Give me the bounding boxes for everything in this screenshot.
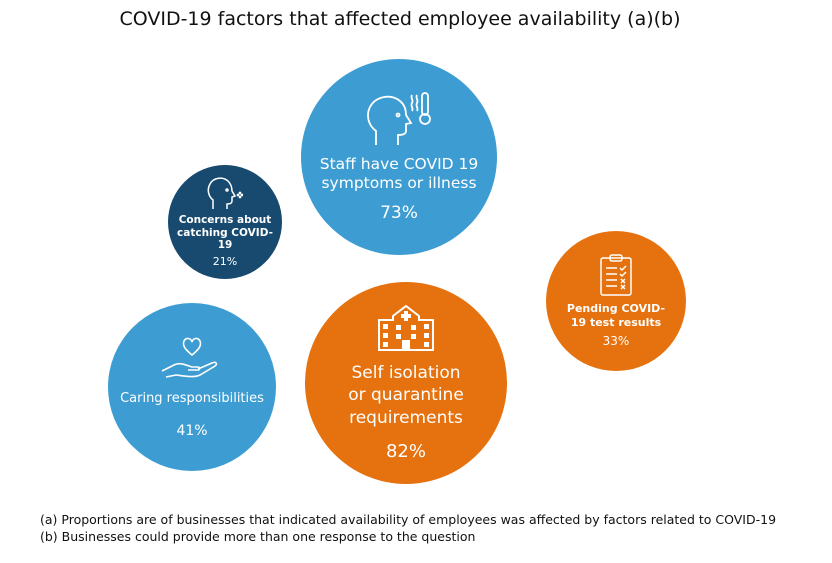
hand-heart-icon xyxy=(161,337,218,378)
bubble-value: 41% xyxy=(176,422,208,439)
bubble-label: Caring responsibilities xyxy=(120,391,264,407)
bubble-value: 21% xyxy=(212,254,238,268)
bubble-concerns-catching: Concerns about catching COVID-19 21% xyxy=(168,165,282,279)
bubble-self-isolation: Self isolation or quarantine requirement… xyxy=(305,282,507,484)
bubble-label: Staff have COVID 19 symptoms or illness xyxy=(319,155,479,192)
footnote-a: (a) Proportions are of businesses that i… xyxy=(40,512,777,527)
bubble-value: 73% xyxy=(380,202,418,223)
head-thermometer-icon xyxy=(367,92,431,146)
chart-title: COVID-19 factors that affected employee … xyxy=(119,8,681,30)
bubble-label: Pending COVID-19 test results xyxy=(566,302,666,329)
bubble-pending-tests: Pending COVID-19 test results 33% xyxy=(546,231,686,371)
bubble-label: Concerns about catching COVID-19 xyxy=(177,214,273,252)
bubble-staff-symptoms: Staff have COVID 19 symptoms or illness … xyxy=(301,59,497,255)
bubble-value: 33% xyxy=(602,333,630,348)
footnotes: (a) Proportions are of businesses that i… xyxy=(40,511,776,545)
bubble-caring-responsibilities: Caring responsibilities 41% xyxy=(108,303,276,471)
bubble-label: Self isolation or quarantine requirement… xyxy=(348,363,464,428)
footnote-b: (b) Businesses could provide more than o… xyxy=(40,529,476,544)
hospital-icon xyxy=(378,305,434,352)
head-cough-icon xyxy=(207,177,243,210)
clipboard-checklist-icon xyxy=(600,254,632,297)
bubble-value: 82% xyxy=(385,440,426,462)
